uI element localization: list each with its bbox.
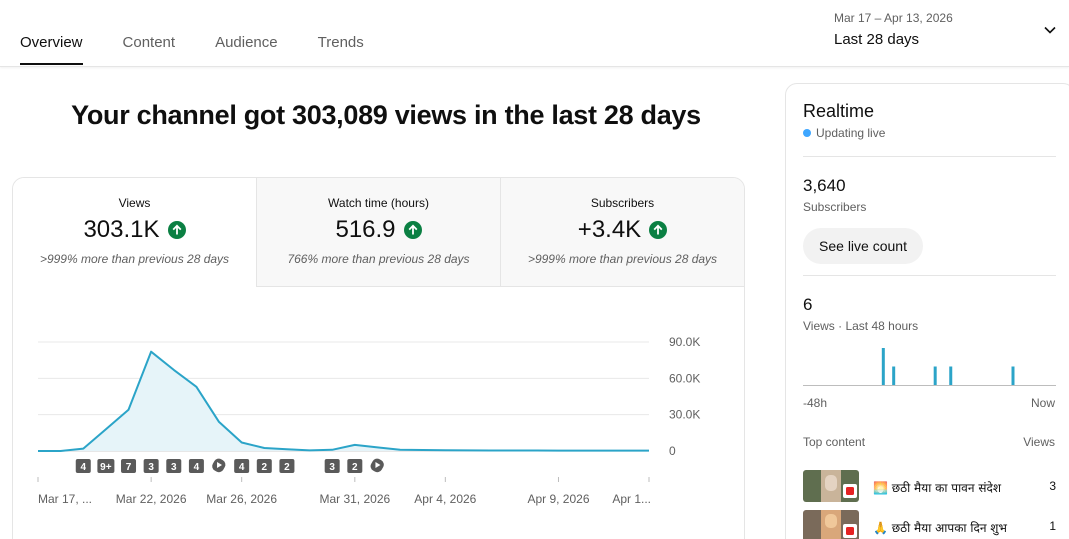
top-bar: Overview Content Audience Trends Mar 17 … [0, 0, 1069, 67]
top-content-title: 🌅 छठी मैया का पावन संदेश [873, 481, 1001, 495]
upload-marker[interactable]: 9+ [97, 459, 115, 473]
realtime-subscribers-label: Subscribers [803, 200, 867, 214]
upload-marker-label: 7 [126, 462, 132, 473]
upload-marker[interactable]: 3 [324, 459, 340, 473]
metric-compare: 766% more than previous 28 days [287, 252, 470, 266]
metric-tabs: Views 303.1K >999% more than previous 28… [13, 178, 744, 287]
top-content-title: 🙏 छठी मैया आपका दिन शुभ [873, 521, 1007, 535]
shorts-icon[interactable] [210, 457, 227, 474]
x-tick-label: Apr 4, 2026 [414, 492, 476, 506]
tab-audience[interactable]: Audience [215, 34, 278, 51]
top-content-views: 1 [1049, 519, 1056, 533]
upload-marker-label: 3 [171, 462, 177, 473]
top-content-item[interactable]: 🌅 छठी मैया का पावन संदेश 3 [803, 470, 1056, 504]
arrow-up-icon [403, 221, 422, 239]
top-content-views: 3 [1049, 479, 1056, 493]
upload-marker[interactable]: 3 [143, 459, 159, 473]
upload-marker-label: 2 [352, 462, 358, 473]
realtime-status: Updating live [803, 126, 885, 140]
x-tick-label: Mar 26, 2026 [206, 492, 277, 506]
metric-label: Watch time (hours) [328, 196, 429, 210]
metric-views[interactable]: Views 303.1K >999% more than previous 28… [13, 178, 256, 287]
tab-trends[interactable]: Trends [317, 34, 364, 51]
date-range-text: Mar 17 – Apr 13, 2026 [834, 11, 953, 25]
x-tick-label: Mar 31, 2026 [319, 492, 390, 506]
upload-marker-label: 3 [329, 462, 335, 473]
realtime-bar [933, 366, 937, 385]
series-area [38, 351, 649, 451]
upload-marker[interactable]: 7 [121, 459, 137, 473]
y-tick-label: 0 [669, 444, 676, 458]
upload-marker-label: 2 [262, 462, 268, 473]
x-tick-label: Apr 9, 2026 [527, 492, 589, 506]
divider [803, 275, 1056, 276]
y-tick-label: 60.0K [669, 371, 700, 385]
upload-marker-label: 4 [239, 462, 245, 473]
analytics-tabs: Overview Content Audience Trends [20, 0, 404, 67]
metric-watch-time[interactable]: Watch time (hours) 516.9 766% more than … [256, 178, 500, 287]
chevron-down-icon[interactable] [1043, 23, 1057, 37]
upload-marker[interactable]: 4 [75, 459, 91, 473]
upload-marker-label: 4 [80, 462, 86, 473]
realtime-bar-chart[interactable] [803, 340, 1056, 386]
realtime-title: Realtime [803, 101, 875, 121]
realtime-card: Realtime Updating live 3,640 Subscribers… [785, 83, 1069, 539]
series-line [38, 350, 649, 452]
metric-value: 516.9 [335, 216, 396, 243]
x-tick-label: Apr 1... [612, 492, 651, 506]
realtime-views-value: 6 [803, 295, 813, 314]
realtime-bar [949, 366, 953, 385]
metric-value: 303.1K [83, 216, 160, 243]
upload-marker-label: 9+ [100, 462, 112, 473]
x-tick-label: Mar 17, ... [38, 492, 92, 506]
y-tick-label: 90.0K [669, 335, 700, 349]
views-chart[interactable]: 90.0K 60.0K 30.0K 0 4 9+ 7 3 3 4 4 2 2 3 2 Mar 17, ... M… [13, 287, 745, 539]
metric-label: Subscribers [590, 196, 655, 210]
page-headline: Your channel got 303,089 views in the la… [71, 100, 701, 130]
video-thumbnail [803, 470, 859, 502]
metric-compare: >999% more than previous 28 days [39, 252, 230, 266]
realtime-axis-start: -48h [803, 396, 828, 410]
y-tick-label: 30.0K [669, 408, 700, 422]
upload-marker[interactable]: 4 [234, 459, 250, 473]
video-thumbnail [803, 510, 859, 539]
date-range-period: Last 28 days [834, 31, 920, 48]
top-content-views-heading: Views [1023, 435, 1055, 449]
divider [803, 156, 1056, 157]
arrow-up-icon [649, 221, 668, 239]
realtime-status-text: Updating live [816, 126, 886, 140]
see-live-count-button[interactable]: See live count [803, 228, 923, 264]
upload-marker[interactable]: 2 [256, 459, 272, 473]
upload-marker[interactable]: 4 [188, 459, 204, 473]
upload-marker[interactable]: 3 [166, 459, 182, 473]
tab-overview[interactable]: Overview [20, 0, 83, 67]
upload-marker-label: 4 [194, 462, 200, 473]
shorts-icon[interactable] [369, 457, 386, 474]
metric-compare: >999% more than previous 28 days [527, 252, 718, 266]
date-range-selector[interactable]: Mar 17 – Apr 13, 2026 Last 28 days [834, 11, 1059, 53]
realtime-subscribers-value: 3,640 [803, 176, 846, 195]
realtime-views-label: Views · Last 48 hours [803, 319, 919, 333]
top-content-heading: Top content [803, 435, 866, 449]
x-tick-label: Mar 22, 2026 [116, 492, 187, 506]
overview-card: Views 303.1K >999% more than previous 28… [12, 177, 745, 539]
upload-marker-label: 2 [284, 462, 290, 473]
tab-content[interactable]: Content [122, 34, 176, 51]
realtime-bar [881, 348, 885, 385]
arrow-up-icon [167, 221, 186, 239]
top-content-item[interactable]: 🙏 छठी मैया आपका दिन शुभ 1 [803, 510, 1056, 539]
metric-value: +3.4K [577, 216, 642, 243]
realtime-bar [892, 366, 896, 385]
metric-subscribers[interactable]: Subscribers +3.4K >999% more than previo… [500, 178, 744, 287]
metric-label: Views [118, 196, 151, 210]
upload-marker[interactable]: 2 [279, 459, 295, 473]
realtime-bar [1011, 366, 1015, 385]
upload-marker-label: 3 [148, 462, 154, 473]
live-dot-icon [803, 129, 811, 137]
realtime-axis-end: Now [1030, 396, 1055, 410]
upload-marker[interactable]: 2 [347, 459, 363, 473]
